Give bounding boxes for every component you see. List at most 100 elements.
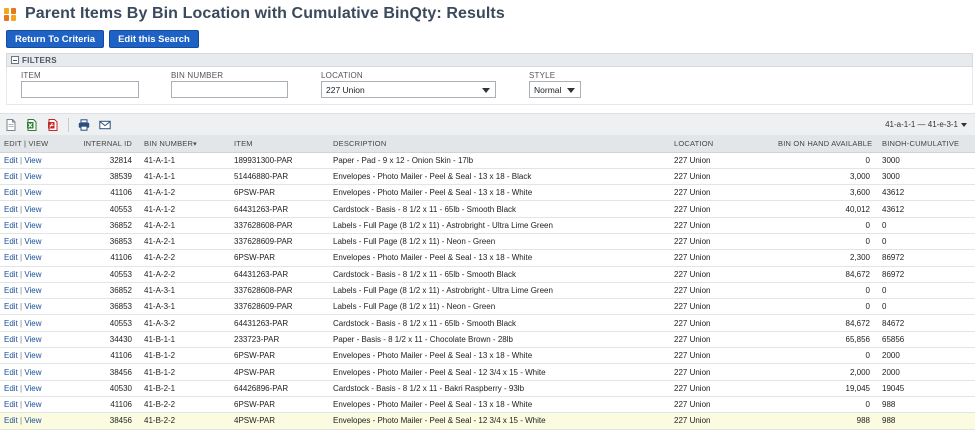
item-cell: 337628608-PAR [230,282,329,300]
chevron-down-icon[interactable] [961,122,967,127]
view-link[interactable]: View [24,334,42,344]
view-link[interactable]: View [24,351,42,361]
description-cell: Cardstock - Basis - 8 1/2 x 11 - 65lb - … [329,314,670,332]
view-link[interactable]: View [24,400,42,410]
description-cell: Envelopes - Photo Mailer - Peel & Seal -… [329,347,670,365]
edit-link[interactable]: Edit [4,367,18,377]
bin-on-hand-cell: 988 [774,412,878,430]
description-cell: Labels - Full Page (8 1/2 x 11) - Astrob… [329,217,670,234]
link-separator: | [17,269,25,279]
item-filter-input[interactable] [21,81,139,98]
location-cell: 227 Union [670,298,774,316]
table-row: Edit | View 36853 41-A-3-1 337628609-PAR Lab… [0,298,975,316]
edit-link[interactable]: Edit [4,188,18,198]
col-header-location[interactable]: LOCATION [670,135,774,153]
location-cell: 227 Union [670,396,774,414]
location-cell: 227 Union [670,282,774,300]
results-toolbar: 41-a-1-1 — 41-e-3-1 [0,113,975,135]
edit-view-cell: Edit | View [0,347,57,365]
edit-link[interactable]: Edit [4,237,18,247]
bin-number-cell: 41-A-3-1 [140,298,230,316]
item-cell: 337628608-PAR [230,217,329,234]
link-separator: | [17,188,25,198]
view-link[interactable]: View [24,237,42,247]
internal-id-cell: 36853 [57,298,140,316]
description-cell: Cardstock - Basis - 8 1/2 x 11 - 65lb - … [329,266,670,283]
view-link[interactable]: View [24,383,42,393]
bin-number-filter-input[interactable] [171,81,288,98]
view-link[interactable]: View [24,188,42,198]
view-link[interactable]: View [24,318,42,328]
style-select[interactable]: Normal [529,81,581,98]
edit-link[interactable]: Edit [4,400,18,410]
export-csv-icon[interactable] [5,118,17,131]
view-link[interactable]: View [24,155,42,165]
view-link[interactable]: View [24,204,42,214]
view-link[interactable]: View [24,416,42,426]
edit-link[interactable]: Edit [4,334,18,344]
edit-link[interactable]: Edit [4,286,18,296]
col-header-description[interactable]: DESCRIPTION [329,135,670,153]
bin-number-cell: 41-A-3-1 [140,282,230,300]
action-buttons: Return To Criteria Edit this Search [0,28,975,50]
email-icon[interactable] [99,119,111,131]
style-select-value: Normal [534,84,562,95]
filters-toggle[interactable]: FILTERS [6,53,973,67]
edit-link[interactable]: Edit [4,302,18,312]
view-link[interactable]: View [24,286,42,296]
page-header: Parent Items By Bin Location with Cumula… [0,0,975,28]
edit-link[interactable]: Edit [4,269,18,279]
edit-link[interactable]: Edit [4,351,18,361]
edit-link[interactable]: Edit [4,220,18,230]
internal-id-cell: 40553 [57,314,140,332]
link-separator: | [17,351,25,361]
filters-heading: FILTERS [22,55,57,65]
chevron-down-icon[interactable] [567,88,575,93]
link-separator: | [17,220,25,230]
view-link[interactable]: View [24,253,42,263]
export-excel-icon[interactable] [26,118,38,131]
edit-link[interactable]: Edit [4,416,18,426]
link-separator: | [17,400,25,410]
edit-link[interactable]: Edit [4,253,18,263]
location-cell: 227 Union [670,200,774,218]
edit-link[interactable]: Edit [4,204,18,214]
col-header-binoh-cumulative[interactable]: BINOH-CUMULATIVE [878,135,975,153]
bin-on-hand-cell: 40,012 [774,200,878,218]
description-cell: Cardstock - Basis - 8 1/2 x 11 - Bakri R… [329,380,670,397]
chevron-down-icon[interactable] [482,88,490,93]
view-link[interactable]: View [24,302,42,312]
item-filter-label: ITEM [21,71,41,80]
link-separator: | [17,171,25,181]
page-range-select[interactable]: 41-a-1-1 — 41-e-3-1 [885,120,967,129]
edit-view-cell: Edit | View [0,298,57,316]
bin-on-hand-cell: 0 [774,152,878,169]
view-link[interactable]: View [24,171,42,181]
col-header-internal-id[interactable]: INTERNAL ID [57,135,140,153]
col-header-item[interactable]: ITEM [230,135,329,153]
edit-view-cell: Edit | View [0,217,57,234]
edit-link[interactable]: Edit [4,318,18,328]
export-pdf-icon[interactable] [47,118,59,131]
edit-link[interactable]: Edit [4,171,18,181]
edit-link[interactable]: Edit [4,155,18,165]
edit-search-button[interactable]: Edit this Search [109,30,199,48]
col-header-bin-number[interactable]: BIN NUMBER▾ [140,135,230,153]
binoh-cumulative-cell: 2000 [878,347,975,365]
view-link[interactable]: View [24,269,42,279]
col-header-bin-on-hand[interactable]: BIN ON HAND AVAILABLE [774,135,878,153]
bin-number-cell: 41-A-1-2 [140,184,230,202]
view-link[interactable]: View [24,367,42,377]
return-to-criteria-button[interactable]: Return To Criteria [6,30,105,48]
print-icon[interactable] [78,118,90,131]
description-cell: Paper - Basis - 8 1/2 x 11 - Chocolate B… [329,331,670,349]
collapse-icon[interactable] [11,56,19,64]
view-link[interactable]: View [24,220,42,230]
description-cell: Labels - Full Page (8 1/2 x 11) - Neon -… [329,298,670,316]
bin-number-cell: 41-A-1-2 [140,200,230,218]
binoh-cumulative-cell: 3000 [878,152,975,169]
col-header-bin-number-label: BIN NUMBER [144,138,194,148]
location-select[interactable]: 227 Union [321,81,496,98]
location-cell: 227 Union [670,152,774,169]
edit-link[interactable]: Edit [4,383,18,393]
